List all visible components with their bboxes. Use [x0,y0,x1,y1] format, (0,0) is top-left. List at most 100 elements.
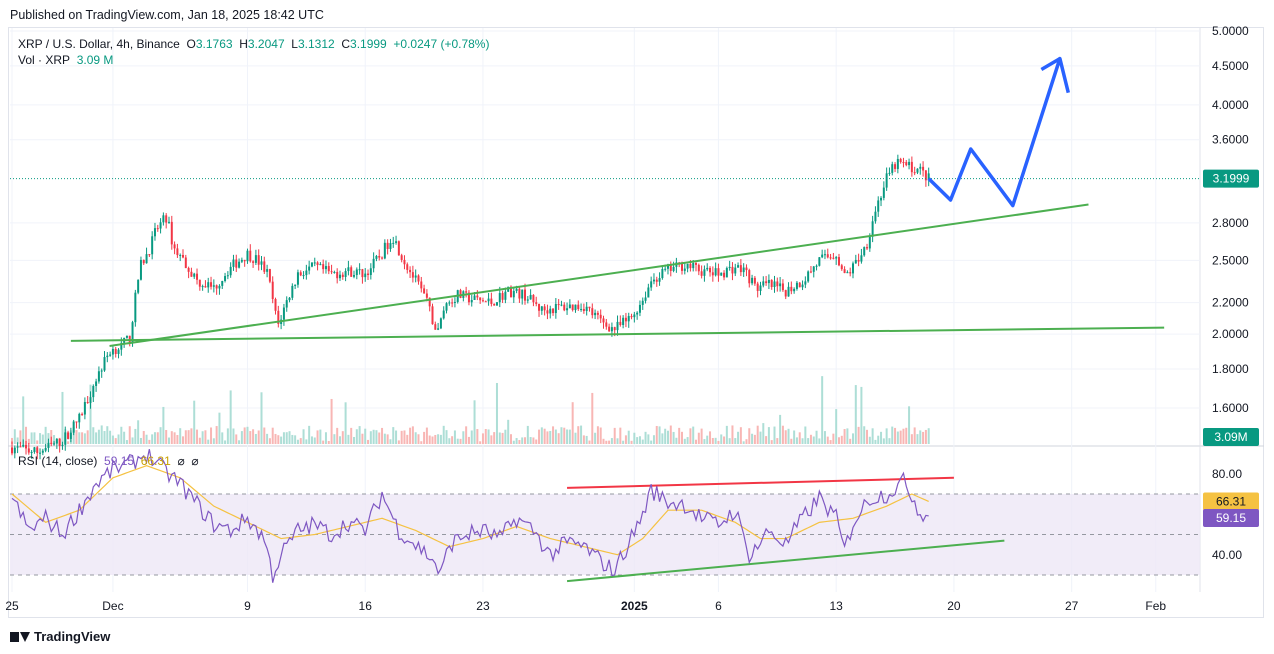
rsi-support-line [566,539,1005,583]
volume-bar [97,429,100,444]
candle-body [389,243,392,249]
volume-bar [369,431,372,444]
volume-bar [655,425,658,444]
volume-bar [305,439,308,444]
footer-brand[interactable]: TradingView [10,629,110,644]
volume-bar [439,434,442,444]
open-value: 3.1763 [195,37,233,51]
candle-body [636,312,639,315]
volume-bar [588,440,591,444]
candle-body [358,269,361,271]
volume-bar [515,438,518,444]
candle-body [532,294,535,303]
volume-bar [417,434,420,444]
candle-body [53,443,56,445]
volume-bar [706,435,709,444]
volume-bar [809,434,812,444]
volume-bar [448,438,451,444]
symbol-legend[interactable]: XRP / U.S. Dollar, 4h, Binance O3.1763 H… [18,36,489,68]
volume-bar [257,430,260,444]
close-label: C [341,37,351,51]
volume-bar [490,435,493,444]
time-tick-label: 2025 [621,599,648,613]
price-tick-label: 2.2000 [1212,296,1249,310]
volume-bar [95,432,98,444]
candle-body [916,168,919,173]
candle-body [902,162,905,164]
candle-body [378,255,381,258]
candle-body [661,269,664,279]
rsi-legend[interactable]: RSI (14, close) 59.15 66.31 ⌀ ⌀ [18,454,199,468]
volume-bar [221,432,224,444]
symbol-title[interactable]: XRP / U.S. Dollar, 4h, Binance [18,37,180,51]
volume-bar [254,433,257,444]
candle-body [638,304,641,313]
volume-label[interactable]: Vol · XRP [18,53,71,67]
candle-body [137,279,140,293]
candle-body [403,259,406,265]
volume-bar [543,428,546,444]
volume-bar [577,426,580,444]
candle-body [64,432,67,445]
volume-bar [22,396,25,444]
time-tick-label: 13 [830,599,844,613]
rsi-tick-label: 80.00 [1212,467,1242,481]
candle-body [779,283,782,287]
candle-body [187,268,190,272]
volume-bar [683,438,686,444]
volume-bar [484,429,487,444]
candle-body [476,295,479,298]
volume-bar [636,437,639,444]
volume-bar [462,431,465,444]
candle-body [633,314,636,318]
volume-bar [846,428,849,444]
volume-bar [243,427,246,444]
candle-body [266,269,269,272]
volume-bar [524,437,527,444]
candle-body [176,248,179,256]
volume-bar [235,434,238,444]
candle-body [795,282,798,289]
candle-body [232,259,235,267]
candle-body [383,242,386,259]
low-label: L [291,37,298,51]
volume-bar [739,427,742,444]
candle-body [871,221,874,237]
candle-body [509,286,512,298]
candle-body [546,310,549,314]
candle-body [134,292,137,323]
rsi-axis[interactable]: 40.00 80.00 [1212,467,1242,562]
candle-body [224,276,227,281]
volume-bar [540,427,543,444]
volume-bar [13,429,16,444]
candle-body [260,261,263,265]
candle-body [308,266,311,271]
volume-bar [294,435,297,444]
drawings-layer[interactable] [10,56,1200,583]
volume-bar [190,428,193,444]
candle-body [868,236,871,249]
volume-bar [187,430,190,444]
candle-body [246,250,249,262]
time-axis[interactable]: 25 Dec 9 16 23 2025 6 13 20 27 Feb [5,599,1166,613]
rsi-title[interactable]: RSI (14, close) [18,454,98,468]
volume-bar [425,427,428,444]
candle-body [543,306,546,311]
volume-bar [613,427,616,444]
candle-body [711,272,714,276]
volume-bar [372,429,375,444]
candle-body [252,261,255,263]
candle-body [431,306,434,325]
volume-bar [364,428,367,444]
time-tick-label: 25 [5,599,19,613]
volume-bar [885,428,888,444]
price-axis[interactable]: 1.6000 1.8000 2.0000 2.2000 2.5000 2.8000 3.60… [1212,24,1249,415]
candle-body [156,228,159,230]
candle-body [815,265,818,267]
volume-value: 3.09 M [76,53,114,67]
volume-bar [212,438,215,444]
candle-body [703,269,706,276]
brand-name: TradingView [34,629,111,644]
candle-body [83,402,86,415]
